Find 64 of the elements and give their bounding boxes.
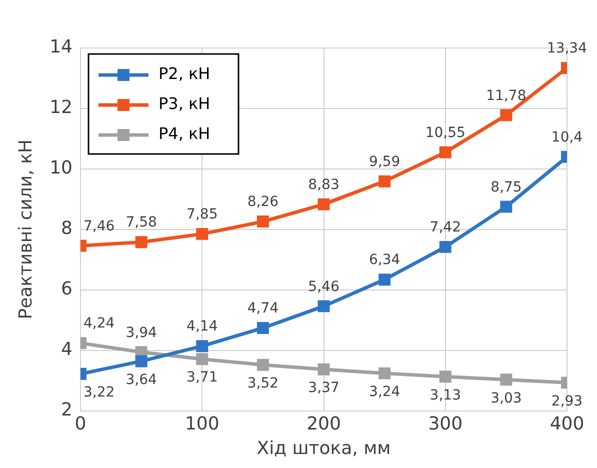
point <box>500 109 512 122</box>
point <box>318 363 330 376</box>
data-label: 9,59 <box>368 154 400 170</box>
data-label: 8,83 <box>308 176 340 193</box>
point <box>256 216 269 228</box>
point <box>318 300 330 312</box>
data-label: 7,46 <box>84 218 115 234</box>
x-axis-title: Хід штока, мм <box>256 438 391 459</box>
data-label: 3,71 <box>186 370 218 386</box>
legend-label: P3, кН <box>158 94 210 114</box>
x-tick-label: 300 <box>428 413 463 434</box>
data-label: 2,93 <box>551 393 583 410</box>
y-tick-label: 8 <box>61 218 73 240</box>
data-label: 8,75 <box>490 179 522 196</box>
data-label: 3,22 <box>84 384 115 401</box>
y-tick-label: 10 <box>50 158 73 179</box>
point <box>378 175 391 188</box>
data-label: 7,58 <box>126 214 157 231</box>
legend-label: P4, кН <box>158 124 210 144</box>
point <box>439 240 452 253</box>
point <box>135 355 148 368</box>
point <box>256 358 269 371</box>
point <box>135 236 148 248</box>
data-label: 4,24 <box>84 316 115 332</box>
data-label: 4,14 <box>186 318 218 335</box>
data-label: 7,42 <box>430 220 461 236</box>
point <box>439 370 452 383</box>
data-label: 5,46 <box>308 278 340 295</box>
data-label: 11,78 <box>486 88 526 104</box>
x-tick-label: 200 <box>306 413 341 434</box>
y-tick-label: 2 <box>61 399 73 420</box>
point <box>318 198 330 210</box>
point <box>378 274 391 286</box>
y-tick-label: 4 <box>61 339 73 360</box>
data-label: 3,52 <box>247 375 279 392</box>
x-tick-label: 100 <box>184 413 220 434</box>
data-label: 10,55 <box>425 124 466 141</box>
data-label: 3,94 <box>126 324 157 341</box>
point <box>196 340 208 352</box>
y-tick-label: 14 <box>50 36 73 58</box>
data-label: 3,13 <box>430 387 461 404</box>
legend-label: P2, кН <box>158 64 210 84</box>
y-tick-label: 6 <box>61 278 73 300</box>
data-label: 8,26 <box>247 194 279 210</box>
point <box>500 200 512 213</box>
data-label: 7,85 <box>186 206 218 223</box>
point <box>500 374 512 386</box>
point <box>196 353 208 366</box>
data-label: 6,34 <box>368 252 400 268</box>
data-label: 3,24 <box>368 384 400 400</box>
data-label: 4,74 <box>247 300 279 317</box>
x-tick-label: 400 <box>550 413 584 434</box>
data-label: 3,64 <box>126 372 157 388</box>
data-label: 10,4 <box>551 129 583 146</box>
point <box>439 146 452 158</box>
point <box>256 322 269 334</box>
data-label: 13,34 <box>546 40 588 57</box>
point <box>378 367 391 380</box>
data-label: 3,37 <box>308 380 340 396</box>
point <box>196 228 208 240</box>
x-tick-label: 0 <box>74 413 86 434</box>
data-label: 3,03 <box>490 390 522 406</box>
y-axis-title: Реактивні сили, кН <box>15 140 36 320</box>
y-tick-label: 12 <box>50 97 73 118</box>
